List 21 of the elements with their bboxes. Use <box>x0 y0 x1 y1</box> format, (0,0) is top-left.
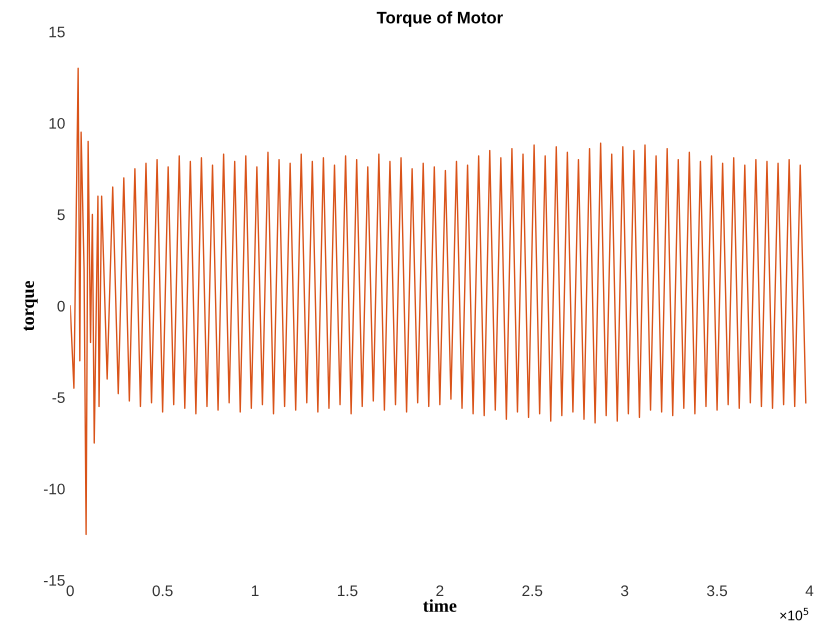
x-tick-label: 3 <box>620 585 628 596</box>
y-tick-label: -5 <box>52 392 65 403</box>
y-tick-label: 10 <box>50 118 65 129</box>
x-tick-label: 2.5 <box>522 585 542 596</box>
y-axis-title: torque <box>24 280 38 332</box>
y-tick-label: -15 <box>44 575 65 586</box>
x-tick-label: 4 <box>806 586 814 596</box>
text: ×10$^{5}$ <box>780 608 808 620</box>
chart-title: Torque of Motor <box>376 11 503 27</box>
y-tick-label: 5 <box>57 210 65 220</box>
x-tick-label: 2 <box>436 585 444 596</box>
line-series <box>70 68 806 536</box>
y-tick-label: 0 <box>57 300 65 312</box>
x-axis-title: time <box>423 599 456 612</box>
x-tick-label: 3.5 <box>707 585 728 596</box>
y-tick-label: -10 <box>44 484 65 494</box>
x-tick-label: 0 <box>66 585 74 596</box>
x-tick-label: 0.5 <box>152 585 173 596</box>
x-tick-label: 1.5 <box>338 586 358 596</box>
x-tick-label: 1 <box>252 586 259 596</box>
y-tick-label: 15 <box>50 26 65 38</box>
